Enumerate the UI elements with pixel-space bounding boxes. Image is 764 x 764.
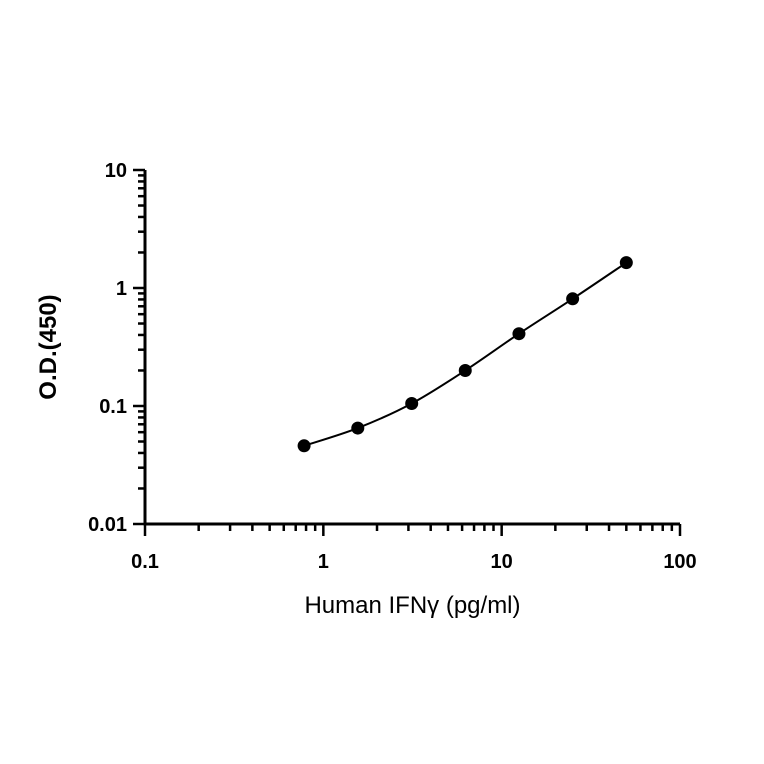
x-tick-label: 100 — [663, 551, 696, 573]
data-point — [458, 363, 472, 377]
data-point — [297, 439, 311, 453]
y-tick-label: 1 — [116, 278, 127, 300]
y-tick-label: 0.01 — [88, 514, 127, 536]
data-point — [619, 256, 633, 270]
fit-curve — [303, 261, 627, 447]
data-point — [566, 292, 580, 306]
data-point — [405, 396, 419, 410]
data-points-layer — [297, 256, 633, 453]
axes — [133, 168, 682, 536]
data-point — [512, 327, 526, 341]
x-tick-label: 0.1 — [131, 551, 159, 573]
y-axis-title: O.D.(450) — [35, 294, 62, 399]
fit-curve-layer — [303, 261, 627, 447]
y-tick-label: 10 — [105, 160, 127, 182]
y-tick-label: 0.1 — [99, 396, 127, 418]
x-tick-label: 1 — [318, 551, 329, 573]
x-tick-label: 10 — [491, 551, 513, 573]
data-point — [351, 421, 365, 435]
x-axis-title: Human IFNγ (pg/ml) — [304, 592, 520, 619]
